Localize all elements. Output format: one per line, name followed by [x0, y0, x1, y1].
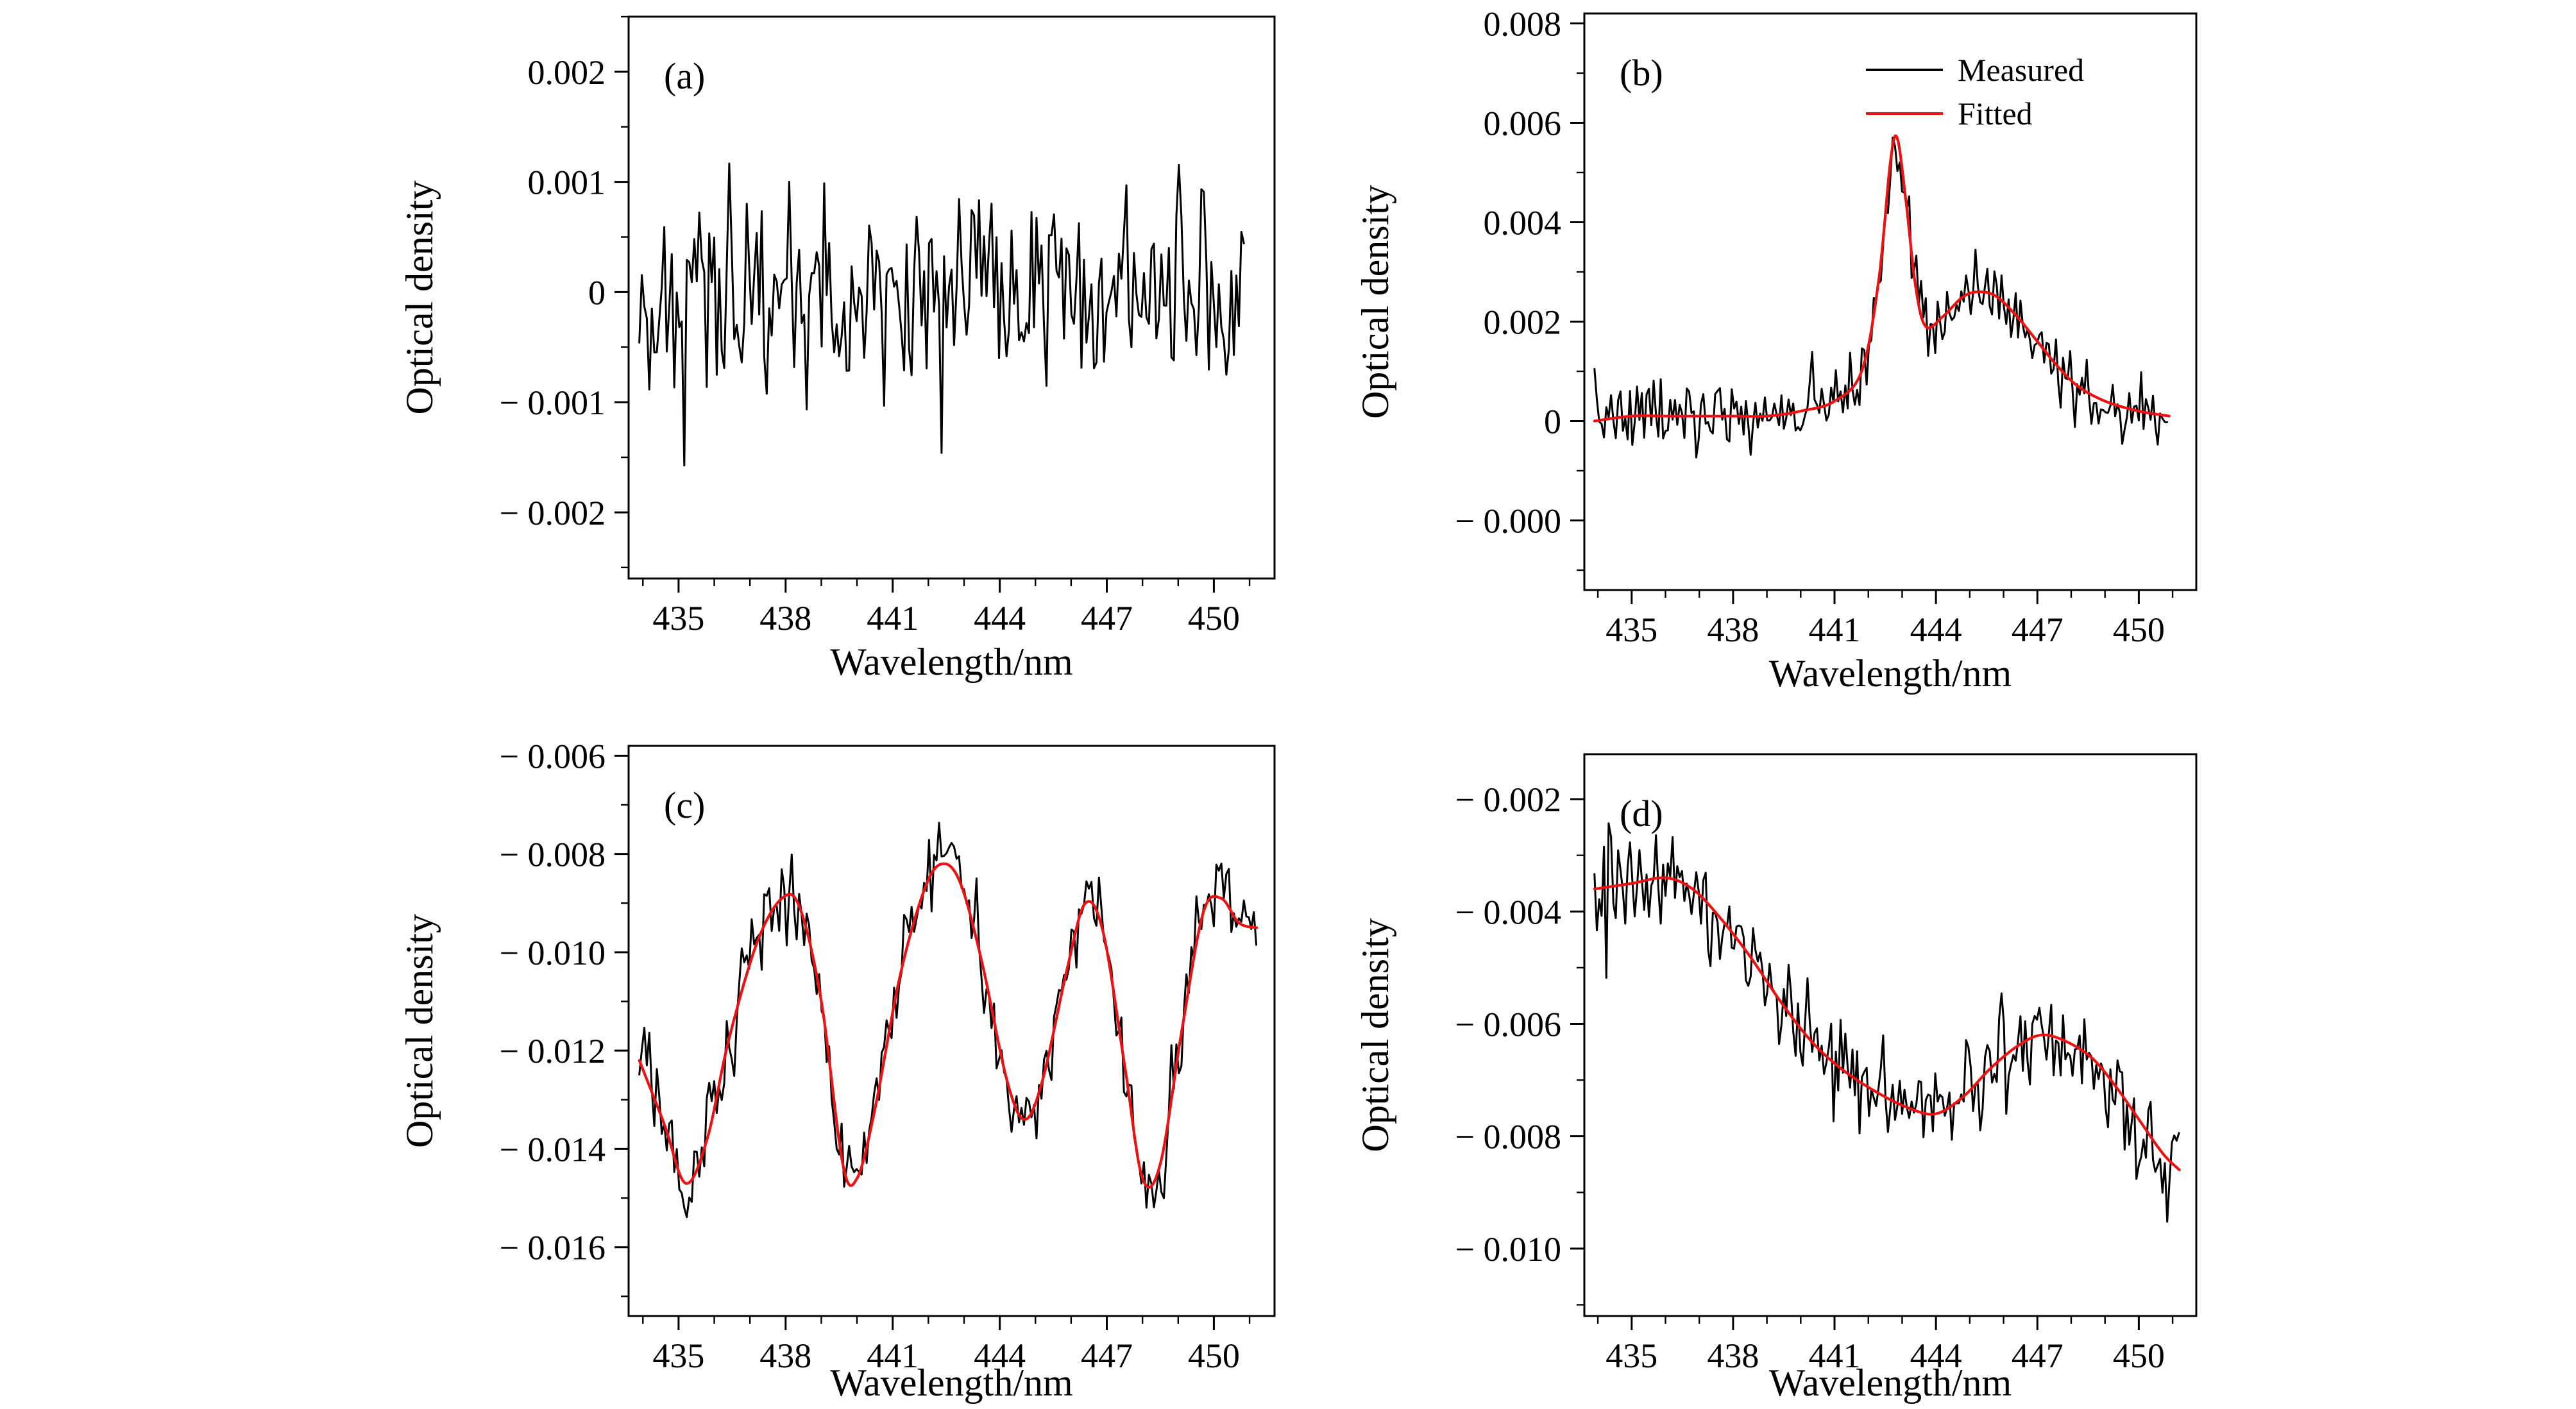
- y-tick-label: − 0.001: [500, 384, 606, 422]
- x-axis-ticks: 435 438 441 444 447 450: [1597, 590, 2174, 649]
- x-tick-label: 444: [1910, 1337, 1962, 1375]
- x-tick-label: 447: [1081, 599, 1133, 637]
- x-tick-label: 441: [867, 599, 919, 637]
- x-tick-label: 447: [2012, 1337, 2063, 1375]
- x-tick-label: 450: [1188, 1337, 1240, 1375]
- y-tick-label: 0.004: [1484, 204, 1562, 242]
- y-tick-label: − 0.008: [1455, 1118, 1561, 1156]
- measured-series-line: [1593, 822, 2180, 1223]
- panel-label: (d): [1620, 793, 1663, 834]
- y-axis-label: Optical density: [398, 181, 441, 415]
- x-tick-label: 438: [1707, 1337, 1759, 1375]
- chart-panel-b: 435 438 441 444 447 450 0.008 0.006 0.004 0.002 0 −…: [1354, 5, 2198, 695]
- plot-border: [1583, 12, 2198, 591]
- y-axis-label: Optical density: [1354, 918, 1396, 1152]
- chart-panel-d: 435 438 441 444 447 450− 0.002− 0.004− 0.006−…: [1354, 753, 2198, 1404]
- legend-label: Measured: [1958, 52, 2084, 88]
- x-tick-label: 441: [867, 1337, 919, 1375]
- series-group: [1593, 134, 2171, 459]
- x-tick-label: 444: [1910, 611, 1962, 649]
- x-axis-label: Wavelength/nm: [1769, 1362, 2012, 1404]
- series-group: [638, 162, 1245, 467]
- x-tick-label: 447: [2012, 611, 2063, 649]
- y-tick-label: − 0.000: [1455, 502, 1561, 541]
- y-tick-label: − 0.006: [1455, 1005, 1561, 1043]
- x-tick-label: 438: [1707, 611, 1759, 649]
- fitted-series-line: [1593, 876, 2181, 1172]
- measured-series-line: [1593, 137, 2169, 459]
- x-tick-label: 435: [1606, 611, 1657, 649]
- y-axis-ticks: 0.002 0.001 0 − 0.001 − 0.002: [500, 15, 629, 569]
- y-tick-label: − 0.010: [1455, 1230, 1561, 1269]
- x-axis-ticks: 435 438 441 444 447 450: [642, 578, 1251, 637]
- y-tick-label: − 0.012: [500, 1032, 606, 1070]
- x-tick-label: 435: [652, 1337, 704, 1375]
- panel-label: (a): [664, 55, 705, 97]
- measured-series-line: [638, 162, 1245, 467]
- axes-group: 435 438 441 444 447 450 0.008 0.006 0.004 0.002 0 −…: [1455, 5, 2198, 649]
- axes-group: 435 438 441 444 447 450 0.002 0.001 0 − 0.001 − 0.…: [500, 15, 1276, 637]
- x-tick-label: 447: [1081, 1337, 1133, 1375]
- legend-label: Fitted: [1958, 96, 2033, 131]
- x-axis-label: Wavelength/nm: [830, 1362, 1072, 1404]
- panel-label: (b): [1620, 52, 1663, 94]
- x-tick-label: 450: [1188, 599, 1240, 637]
- y-axis-ticks: − 0.002 − 0.004 − 0.006 − 0.008 − 0.010: [1455, 780, 1584, 1306]
- x-tick-label: 435: [1606, 1337, 1657, 1375]
- y-tick-label: − 0.010: [500, 934, 606, 972]
- x-tick-label: 450: [2113, 611, 2165, 649]
- fitted-series-line: [638, 862, 1258, 1189]
- x-axis-ticks: 435 438 441 444 447 450: [1597, 1316, 2174, 1375]
- x-tick-label: 441: [1809, 611, 1861, 649]
- y-tick-label: − 0.016: [500, 1229, 606, 1267]
- x-tick-label: 438: [759, 599, 811, 637]
- axes-group: 435 438 441 444 447 450− 0.006− 0.008− 0.010−…: [500, 737, 1276, 1375]
- y-tick-label: 0.006: [1484, 105, 1562, 143]
- y-axis-ticks: 0.008 0.006 0.004 0.002 0 − 0.000: [1455, 5, 1584, 571]
- y-axis-label: Optical density: [1354, 185, 1396, 419]
- y-tick-label: 0.002: [528, 53, 606, 92]
- y-axis-ticks: − 0.006 − 0.008 − 0.010 − 0.012 − 0.014 − 0.0…: [500, 737, 629, 1297]
- series-group: [638, 822, 1258, 1219]
- measured-series-line: [638, 822, 1258, 1219]
- y-tick-label: 0.001: [528, 164, 606, 202]
- y-tick-label: − 0.004: [1455, 893, 1561, 931]
- x-tick-label: 450: [2113, 1337, 2165, 1375]
- fitted-series-line: [1593, 134, 2171, 423]
- x-tick-label: 441: [1809, 1337, 1861, 1375]
- y-tick-label: 0.002: [1484, 303, 1562, 342]
- chart-panel-c: 435 438 441 444 447 450− 0.006− 0.008− 0.010−…: [398, 737, 1276, 1404]
- y-axis-label: Optical density: [398, 914, 441, 1148]
- x-tick-label: 444: [974, 1337, 1026, 1375]
- series-group: [1593, 822, 2181, 1223]
- legend: Measured Fitted: [1866, 52, 2084, 131]
- y-tick-label: − 0.008: [500, 836, 606, 874]
- y-tick-label: 0: [588, 273, 606, 312]
- x-tick-label: 444: [974, 599, 1026, 637]
- plot-border: [627, 745, 1276, 1317]
- plot-border: [1583, 753, 2198, 1317]
- y-tick-label: − 0.006: [500, 737, 606, 775]
- y-tick-label: 0.008: [1484, 5, 1562, 44]
- x-axis-ticks: 435 438 441 444 447 450: [642, 1316, 1251, 1375]
- x-tick-label: 438: [759, 1337, 811, 1375]
- panel-label: (c): [664, 784, 705, 826]
- plot-border: [627, 15, 1276, 580]
- y-tick-label: 0: [1544, 403, 1561, 441]
- y-tick-label: − 0.014: [500, 1130, 606, 1169]
- chart-panel-a: 435 438 441 444 447 450 0.002 0.001 0 − 0.001 − 0.…: [398, 15, 1276, 683]
- y-tick-label: − 0.002: [1455, 780, 1561, 819]
- x-axis-label: Wavelength/nm: [830, 641, 1072, 683]
- y-tick-label: − 0.002: [500, 494, 606, 532]
- x-axis-label: Wavelength/nm: [1769, 652, 2012, 695]
- axes-group: 435 438 441 444 447 450− 0.002− 0.004− 0.006−…: [1455, 753, 2198, 1375]
- x-tick-label: 435: [652, 599, 704, 637]
